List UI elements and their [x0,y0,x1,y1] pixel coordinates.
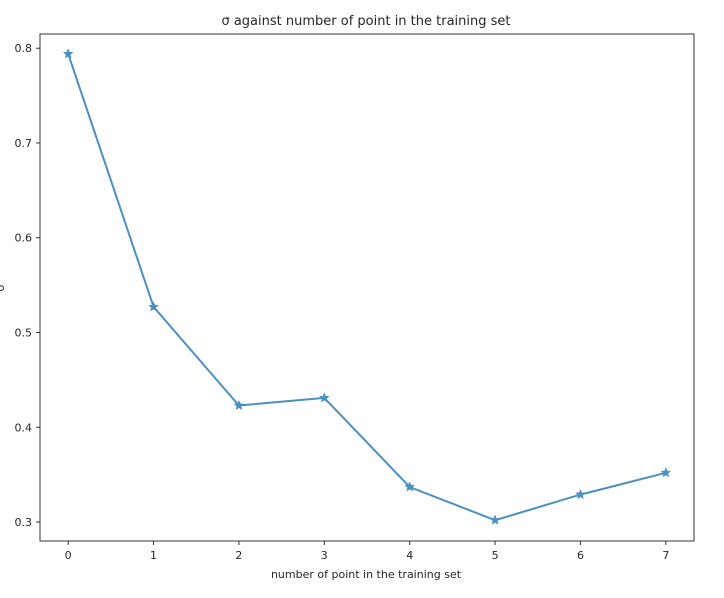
y-tick-label: 0.8 [15,42,33,55]
x-tick-label: 1 [150,549,157,562]
data-point-marker [148,301,159,312]
data-point-marker [404,481,416,492]
y-tick-label: 0.4 [15,421,33,434]
data-point-marker [318,392,330,403]
y-tick-label: 0.6 [15,232,33,245]
x-tick-label: 5 [492,549,499,562]
y-tick-label: 0.5 [15,327,33,340]
y-tick-label: 0.7 [15,137,33,150]
x-tick-label: 3 [321,549,328,562]
x-tick-label: 2 [235,549,242,562]
data-point-marker [575,488,586,500]
x-tick-label: 0 [65,549,72,562]
x-tick-label: 4 [406,549,413,562]
data-point-marker [62,48,74,59]
plot-area [39,33,695,542]
series-line [67,53,667,522]
x-axis: 0 1 2 3 4 5 6 7 [65,541,669,562]
y-axis: 0.3 0.4 0.5 0.6 0.7 0.8 [15,42,40,529]
x-axis-label: number of point in the training set [271,568,462,581]
data-point-marker [660,467,672,478]
data-point-marker [233,399,245,411]
chart-title: σ against number of point in the trainin… [221,14,510,29]
y-tick-label: 0.3 [15,516,33,529]
x-tick-label: 7 [662,549,669,562]
data-point-marker [489,514,501,525]
y-axis-label: σ [0,284,7,291]
x-tick-label: 6 [577,549,584,562]
series-markers [62,48,672,525]
